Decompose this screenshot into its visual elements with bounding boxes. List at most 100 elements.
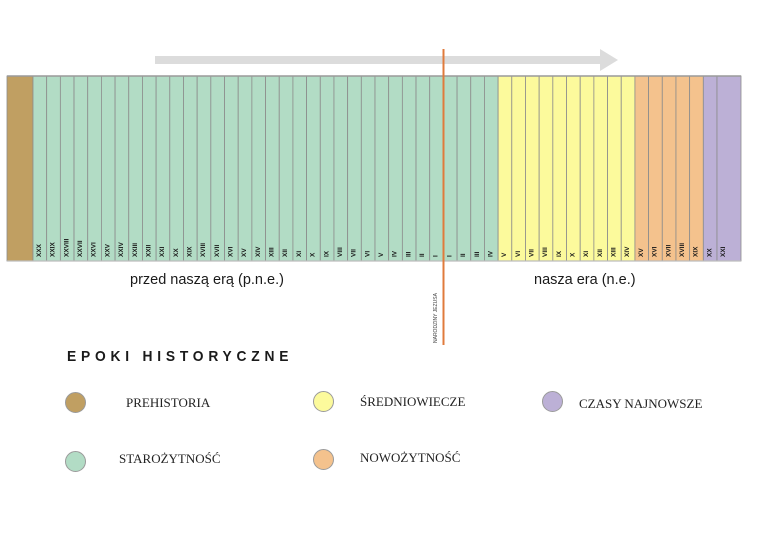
column-fill — [717, 76, 741, 261]
column-fill — [142, 76, 156, 261]
century-label: XXX — [36, 243, 43, 257]
century-label: XII — [597, 249, 604, 257]
century-label: V — [378, 252, 385, 257]
column-fill — [690, 76, 704, 261]
column-fill — [266, 76, 280, 261]
century-column: XX — [170, 76, 184, 261]
column-fill — [594, 76, 608, 261]
century-label: XXVIII — [63, 238, 70, 257]
century-label: XXII — [145, 245, 152, 257]
century-label: XIX — [693, 246, 700, 257]
century-column: XVI — [649, 76, 663, 261]
column-fill — [334, 76, 348, 261]
century-column: IX — [320, 76, 334, 261]
column-fill — [279, 76, 293, 261]
century-label: III — [405, 251, 412, 257]
century-column: XVIII — [197, 76, 211, 261]
prehistory-column — [7, 76, 33, 261]
century-column: II — [416, 76, 430, 261]
column-fill — [129, 76, 143, 261]
century-label: VII — [528, 249, 535, 257]
legend-title: EPOKI HISTORYCZNE — [67, 348, 293, 365]
column-fill — [580, 76, 594, 261]
century-label: II — [460, 253, 467, 257]
sredniowiecze-color-dot — [313, 391, 334, 412]
century-column: XI — [580, 76, 594, 261]
column-fill — [348, 76, 362, 261]
century-column: IV — [484, 76, 498, 261]
century-label: XV — [241, 248, 248, 257]
century-label: XXV — [104, 243, 111, 257]
century-label: XVIII — [200, 243, 207, 257]
century-column: XVIII — [676, 76, 690, 261]
legend-label: NOWOŻYTNOŚĆ — [360, 450, 460, 466]
column-fill — [389, 76, 403, 261]
century-column: VIII — [334, 76, 348, 261]
century-column: XV — [635, 76, 649, 261]
legend-label: ŚREDNIOWIECZE — [360, 394, 465, 410]
century-label: XXIII — [132, 243, 139, 257]
century-label: XXVI — [91, 242, 98, 257]
column-fill — [225, 76, 239, 261]
century-column: VI — [361, 76, 375, 261]
column-fill — [539, 76, 553, 261]
czasy-najnowsze-color-dot — [542, 391, 563, 412]
century-label: XXI — [159, 246, 166, 257]
century-label: I — [446, 255, 453, 257]
century-column: XIX — [690, 76, 704, 261]
column-fill — [416, 76, 430, 261]
column-fill — [60, 76, 74, 261]
century-column: XIX — [183, 76, 197, 261]
column-fill — [252, 76, 266, 261]
century-column: XXIV — [115, 76, 129, 261]
century-column: III — [471, 76, 485, 261]
century-label: XX — [173, 248, 180, 257]
century-column: XXI — [717, 76, 741, 261]
century-column: XXIII — [129, 76, 143, 261]
century-column: XXVIII — [60, 76, 74, 261]
column-fill — [88, 76, 102, 261]
column-fill — [320, 76, 334, 261]
century-label: XVII — [665, 245, 672, 257]
century-label: IX — [556, 250, 563, 257]
column-fill — [170, 76, 184, 261]
marker-label: NARODZINY JEZUSA — [433, 292, 439, 343]
column-fill — [676, 76, 690, 261]
column-fill — [662, 76, 676, 261]
starozytnosc-color-dot — [65, 451, 86, 472]
century-column: II — [457, 76, 471, 261]
legend-item-nowozytnosc: NOWOŻYTNOŚĆ — [313, 449, 460, 470]
column-fill — [197, 76, 211, 261]
column-fill — [471, 76, 485, 261]
century-column: VII — [525, 76, 539, 261]
legend-label: CZASY NAJNOWSZE — [579, 396, 702, 412]
century-label: XI — [296, 251, 303, 257]
century-label: I — [433, 255, 440, 257]
century-column: III — [402, 76, 416, 261]
column-fill — [101, 76, 115, 261]
century-column: XXIX — [47, 76, 61, 261]
century-column: I — [443, 76, 457, 261]
column-fill — [430, 76, 444, 261]
century-column: XIII — [266, 76, 280, 261]
legend-item-sredniowiecze: ŚREDNIOWIECZE — [313, 391, 465, 412]
bc-era-label: przed naszą erą (p.n.e.) — [130, 272, 284, 288]
legend-item-starozytnosc: STAROŻYTNOŚĆ — [65, 451, 221, 472]
century-column: I — [430, 76, 444, 261]
century-column: XVI — [225, 76, 239, 261]
century-label: XXIX — [50, 242, 57, 257]
century-label: XIII — [269, 247, 276, 257]
century-column: X — [567, 76, 581, 261]
century-label: VI — [364, 251, 371, 257]
timeline-diagram: XXXXXIXXXVIIIXXVIIXXVIXXVXXIVXXIIIXXIIXX… — [0, 0, 768, 360]
prehistoria-color-dot — [65, 392, 86, 413]
century-label: VIII — [337, 247, 344, 257]
column-fill — [567, 76, 581, 261]
century-column: XXVI — [88, 76, 102, 261]
century-column: V — [498, 76, 512, 261]
column-fill — [512, 76, 526, 261]
century-column: XXV — [101, 76, 115, 261]
column-fill — [525, 76, 539, 261]
century-column: VIII — [539, 76, 553, 261]
column-fill — [74, 76, 88, 261]
